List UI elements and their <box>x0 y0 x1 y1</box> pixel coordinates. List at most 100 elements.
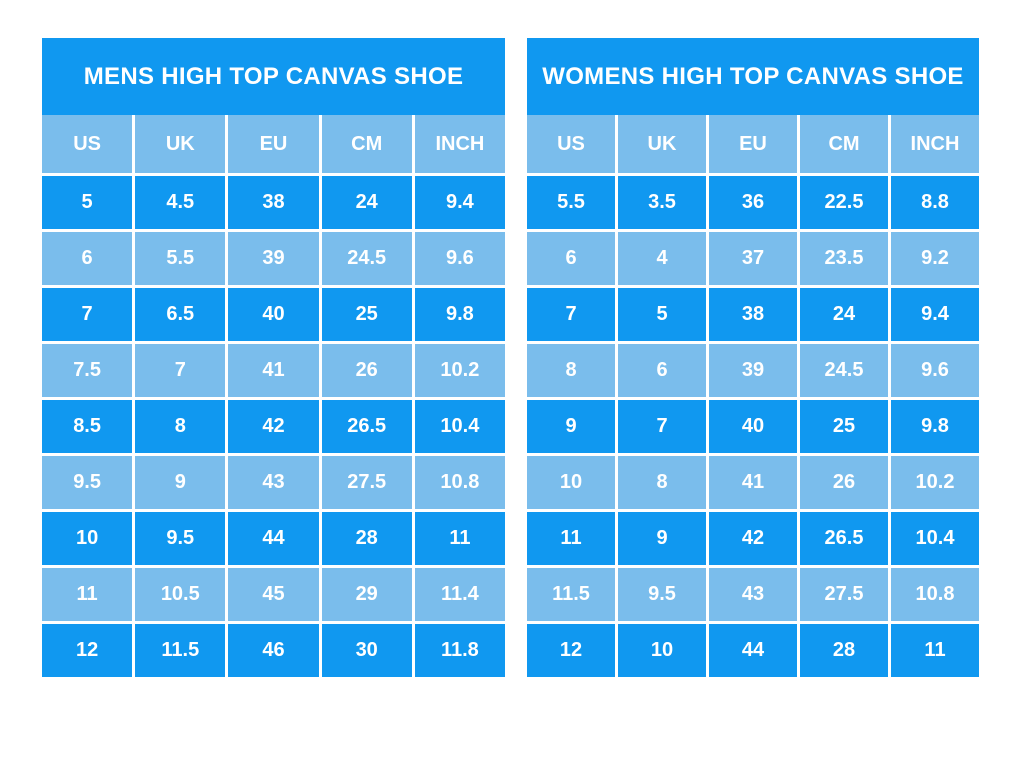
size-cell: 9 <box>618 512 706 565</box>
size-cell: 22.5 <box>800 176 888 229</box>
size-cell: 5.5 <box>527 176 615 229</box>
size-grid: US UK EU CM INCH 5 4.5 38 24 9.4 6 5.5 39 24.5 9.6 7 6.5… <box>42 115 505 677</box>
size-cell: 9.6 <box>414 232 505 285</box>
size-cell: 26 <box>800 456 888 509</box>
size-cell: 30 <box>321 624 412 677</box>
size-cell: 8 <box>135 400 226 453</box>
size-cell: 44 <box>709 624 797 677</box>
size-cell: 45 <box>228 568 319 621</box>
size-cell: 10 <box>527 456 615 509</box>
column-header-inch: INCH <box>891 115 979 173</box>
size-cell: 10.8 <box>891 568 979 621</box>
column-header-cm: CM <box>800 115 888 173</box>
size-cell: 11.5 <box>135 624 226 677</box>
size-cell: 43 <box>709 568 797 621</box>
size-cell: 42 <box>228 400 319 453</box>
size-cell: 10.4 <box>414 400 505 453</box>
size-cell: 42 <box>709 512 797 565</box>
size-cell: 3.5 <box>618 176 706 229</box>
size-cell: 8 <box>527 344 615 397</box>
size-cell: 41 <box>709 456 797 509</box>
size-cell: 40 <box>709 400 797 453</box>
size-cell: 11 <box>414 512 505 565</box>
size-cell: 26.5 <box>800 512 888 565</box>
size-cell: 39 <box>709 344 797 397</box>
size-cell: 23.5 <box>800 232 888 285</box>
column-header-inch: INCH <box>414 115 505 173</box>
size-cell: 9 <box>135 456 226 509</box>
size-cell: 28 <box>321 512 412 565</box>
size-cell: 29 <box>321 568 412 621</box>
size-cell: 25 <box>800 400 888 453</box>
size-cell: 12 <box>42 624 133 677</box>
size-cell: 37 <box>709 232 797 285</box>
size-cell: 24.5 <box>800 344 888 397</box>
size-cell: 5 <box>42 176 133 229</box>
size-cell: 7 <box>135 344 226 397</box>
size-cell: 9.8 <box>414 288 505 341</box>
size-cell: 10.2 <box>414 344 505 397</box>
size-cell: 8.5 <box>42 400 133 453</box>
size-cell: 5 <box>618 288 706 341</box>
size-cell: 12 <box>527 624 615 677</box>
size-cell: 11 <box>42 568 133 621</box>
size-cell: 10.8 <box>414 456 505 509</box>
size-cell: 36 <box>709 176 797 229</box>
size-cell: 11.4 <box>414 568 505 621</box>
size-cell: 40 <box>228 288 319 341</box>
size-cell: 44 <box>228 512 319 565</box>
size-cell: 8 <box>618 456 706 509</box>
table-title: WOMENS HIGH TOP CANVAS SHOE <box>527 38 979 115</box>
size-cell: 38 <box>709 288 797 341</box>
size-cell: 9.4 <box>891 288 979 341</box>
size-cell: 41 <box>228 344 319 397</box>
size-cell: 10 <box>42 512 133 565</box>
size-cell: 6 <box>527 232 615 285</box>
size-cell: 28 <box>800 624 888 677</box>
column-header-us: US <box>42 115 133 173</box>
size-cell: 38 <box>228 176 319 229</box>
size-grid: US UK EU CM INCH 5.5 3.5 36 22.5 8.8 6 4 37 23.5 9.2 7 5… <box>527 115 979 677</box>
size-cell: 10 <box>618 624 706 677</box>
size-cell: 10.4 <box>891 512 979 565</box>
womens-size-table: WOMENS HIGH TOP CANVAS SHOE US UK EU CM INCH… <box>527 38 979 677</box>
size-cell: 11 <box>891 624 979 677</box>
column-header-uk: UK <box>618 115 706 173</box>
size-cell: 27.5 <box>800 568 888 621</box>
size-cell: 9.2 <box>891 232 979 285</box>
column-header-cm: CM <box>321 115 412 173</box>
size-cell: 43 <box>228 456 319 509</box>
column-header-us: US <box>527 115 615 173</box>
size-cell: 7 <box>42 288 133 341</box>
size-cell: 7 <box>527 288 615 341</box>
size-cell: 11.8 <box>414 624 505 677</box>
size-cell: 25 <box>321 288 412 341</box>
size-cell: 9.5 <box>42 456 133 509</box>
size-cell: 9.6 <box>891 344 979 397</box>
size-cell: 46 <box>228 624 319 677</box>
size-cell: 6 <box>42 232 133 285</box>
size-cell: 26.5 <box>321 400 412 453</box>
size-cell: 8.8 <box>891 176 979 229</box>
size-cell: 7.5 <box>42 344 133 397</box>
size-cell: 10.5 <box>135 568 226 621</box>
size-cell: 9.8 <box>891 400 979 453</box>
size-cell: 4.5 <box>135 176 226 229</box>
size-cell: 6 <box>618 344 706 397</box>
size-cell: 4 <box>618 232 706 285</box>
column-header-eu: EU <box>709 115 797 173</box>
table-title: MENS HIGH TOP CANVAS SHOE <box>42 38 505 115</box>
size-cell: 39 <box>228 232 319 285</box>
mens-size-table: MENS HIGH TOP CANVAS SHOE US UK EU CM INCH 5 4… <box>42 38 505 677</box>
size-cell: 11 <box>527 512 615 565</box>
size-cell: 5.5 <box>135 232 226 285</box>
size-cell: 6.5 <box>135 288 226 341</box>
size-cell: 10.2 <box>891 456 979 509</box>
size-cell: 24 <box>800 288 888 341</box>
column-header-eu: EU <box>228 115 319 173</box>
size-cell: 9 <box>527 400 615 453</box>
size-cell: 9.4 <box>414 176 505 229</box>
size-cell: 27.5 <box>321 456 412 509</box>
size-cell: 24 <box>321 176 412 229</box>
